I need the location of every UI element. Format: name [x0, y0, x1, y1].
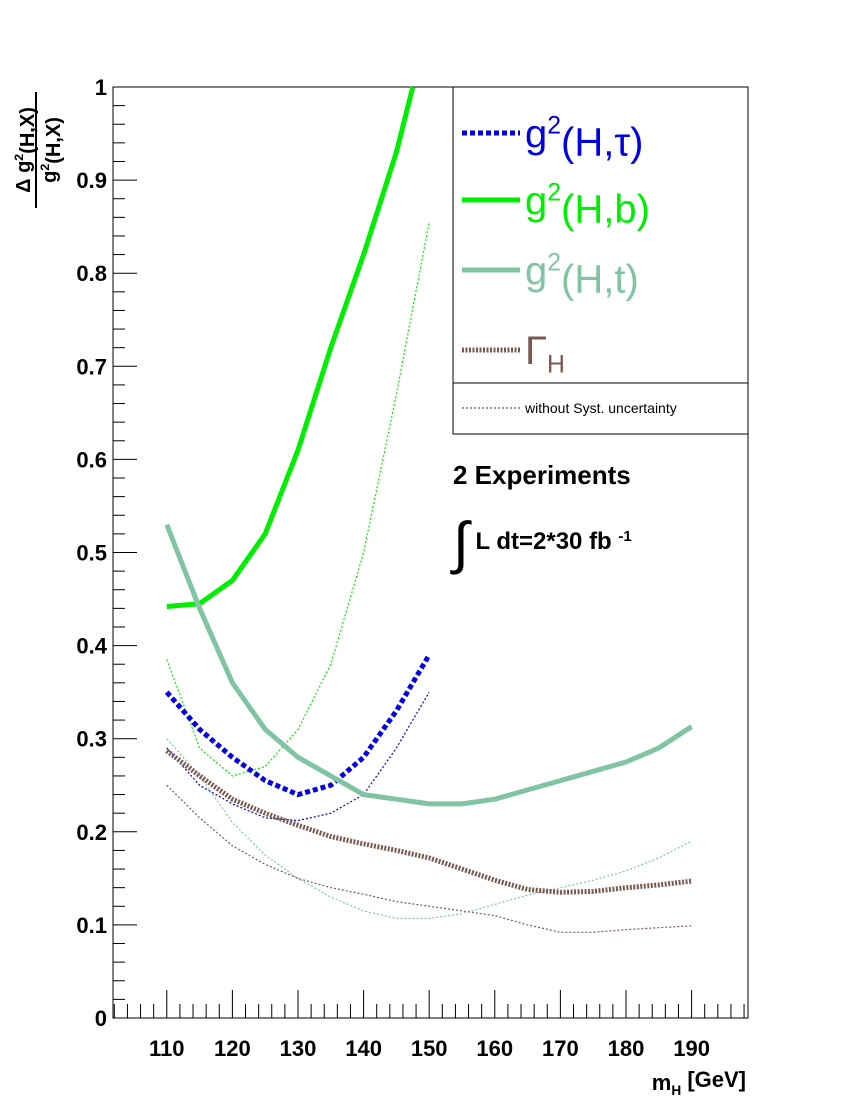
y-label-denominator: g2(H,X): [38, 117, 65, 183]
legend-label: without Syst. uncertainty: [524, 400, 677, 416]
series-line: [166, 738, 692, 920]
legend-label: g2(H,b): [525, 179, 650, 231]
x-tick-label: 110: [149, 1036, 185, 1061]
annotation: ∫ L dt=2*30 fb -1: [450, 511, 632, 575]
x-tick-label: 130: [280, 1036, 317, 1061]
series-line: [164, 653, 432, 798]
x-tick-label: 120: [214, 1036, 251, 1061]
x-axis-label: mH [GeV]: [652, 1067, 746, 1098]
y-label-numerator: Δ g2(H,X): [12, 107, 39, 193]
y-tick-label: 0.7: [76, 354, 107, 379]
legend-box: [452, 86, 749, 435]
y-tick-label: 0: [95, 1006, 107, 1031]
y-axis-label: Δ g2(H,X)g2(H,X): [12, 92, 65, 208]
legend-label: g2(H,τ): [525, 112, 644, 164]
y-tick-label: 0.3: [76, 727, 107, 752]
x-tick-label: 180: [608, 1036, 645, 1061]
y-tick-label: 0.1: [76, 913, 107, 938]
x-tick-label: 160: [476, 1036, 513, 1061]
y-tick-label: 0.5: [76, 541, 107, 566]
series-line: [165, 748, 692, 895]
annotation: 2 Experiments: [453, 460, 631, 490]
x-tick-label: 190: [673, 1036, 710, 1061]
y-tick-label: 1: [95, 75, 107, 100]
y-tick-label: 0.8: [76, 261, 107, 286]
series-line: [166, 86, 416, 609]
series-line: [166, 691, 430, 822]
legend-label: ΓH: [525, 329, 565, 379]
y-tick-label: 0.6: [76, 447, 107, 472]
series-line: [166, 221, 430, 777]
series-line: [164, 523, 693, 807]
y-tick-label: 0.9: [76, 168, 107, 193]
x-tick-label: 140: [345, 1036, 382, 1061]
x-tick-label: 170: [542, 1036, 579, 1061]
y-tick-label: 0.4: [76, 634, 107, 659]
legend-label: g2(H,t): [525, 249, 639, 301]
series-line: [166, 784, 692, 933]
x-tick-label: 150: [411, 1036, 448, 1061]
y-tick-label: 0.2: [76, 820, 107, 845]
